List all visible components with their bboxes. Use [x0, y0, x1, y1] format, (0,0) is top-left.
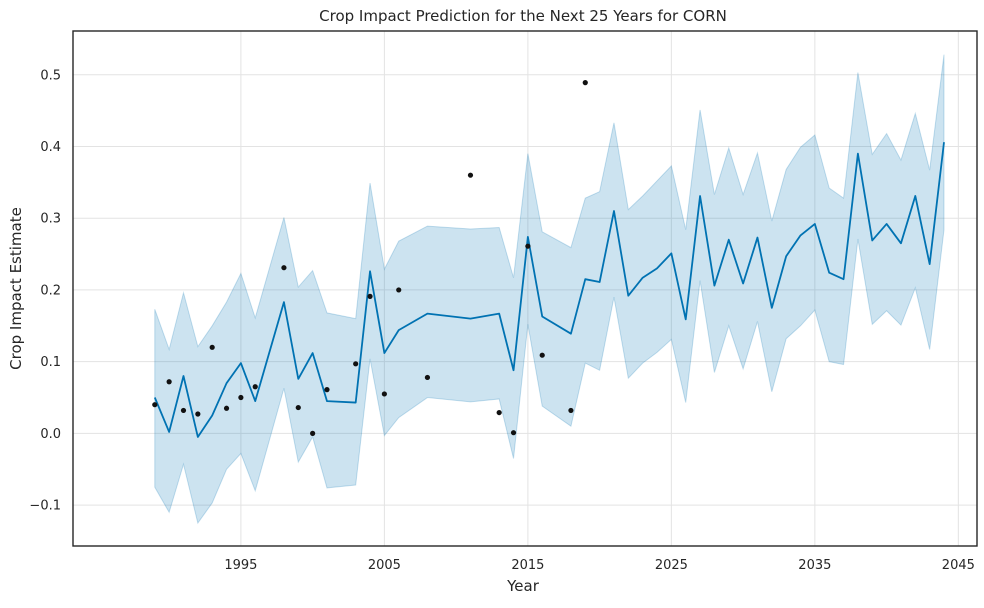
observed-point [195, 411, 201, 417]
x-axis-label: Year [506, 577, 540, 595]
observed-point [510, 430, 517, 436]
observed-point [152, 402, 158, 408]
observed-point [381, 391, 387, 397]
observed-point [166, 379, 172, 385]
observed-point [353, 361, 359, 367]
observed-point [324, 387, 330, 393]
line-layer [153, 142, 945, 438]
x-tick-label: 2025 [655, 558, 688, 573]
uncertainty-band [154, 54, 945, 525]
observed-point [539, 352, 545, 358]
observed-point [180, 407, 187, 414]
observed-point [295, 404, 301, 411]
y-axis-label: Crop Impact Estimate [7, 207, 25, 370]
observed-point [252, 384, 258, 390]
y-tick-label: 0.5 [40, 68, 61, 83]
observed-point [223, 405, 230, 411]
observed-point [209, 344, 215, 350]
y-tick-label: 0.2 [40, 283, 61, 298]
observed-point [467, 172, 474, 178]
observed-point [525, 243, 531, 249]
observed-point [496, 409, 502, 416]
point-layer [152, 80, 588, 436]
observed-point [238, 394, 244, 401]
observed-point [424, 374, 431, 381]
y-tick-label: 0.1 [40, 355, 61, 370]
observed-point [281, 265, 287, 271]
x-tick-label: 2045 [942, 558, 975, 573]
observed-point [582, 80, 588, 86]
x-tick-label: 2035 [798, 558, 831, 573]
y-axis-ticks: −0.1 0.0 0.1 0.2 0.3 0.4 0.5 [29, 68, 61, 513]
y-tick-label: 0.3 [40, 212, 61, 227]
band-layer [154, 54, 945, 525]
observed-point [310, 430, 316, 436]
observed-point [396, 287, 402, 293]
x-tick-label: 1995 [224, 558, 257, 573]
y-tick-label: −0.1 [29, 499, 61, 514]
observed-point [367, 293, 373, 299]
x-axis-ticks: 1995 2005 2015 2025 2035 2045 [224, 558, 975, 573]
x-tick-label: 2015 [511, 558, 544, 573]
y-tick-label: 0.4 [40, 140, 61, 155]
grid-layer [73, 31, 977, 546]
y-tick-label: 0.0 [40, 427, 61, 442]
observed-point [568, 407, 574, 414]
forecast-line [153, 142, 945, 438]
chart-title: Crop Impact Prediction for the Next 25 Y… [319, 7, 727, 25]
x-tick-label: 2005 [368, 558, 401, 573]
plot-frame [72, 30, 978, 547]
